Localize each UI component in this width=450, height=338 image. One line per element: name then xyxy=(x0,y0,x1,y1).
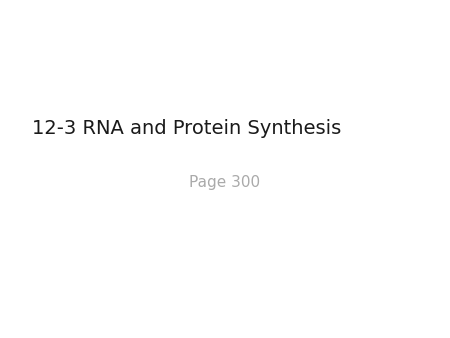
Text: 12-3 RNA and Protein Synthesis: 12-3 RNA and Protein Synthesis xyxy=(32,119,341,138)
Text: Page 300: Page 300 xyxy=(189,175,261,190)
